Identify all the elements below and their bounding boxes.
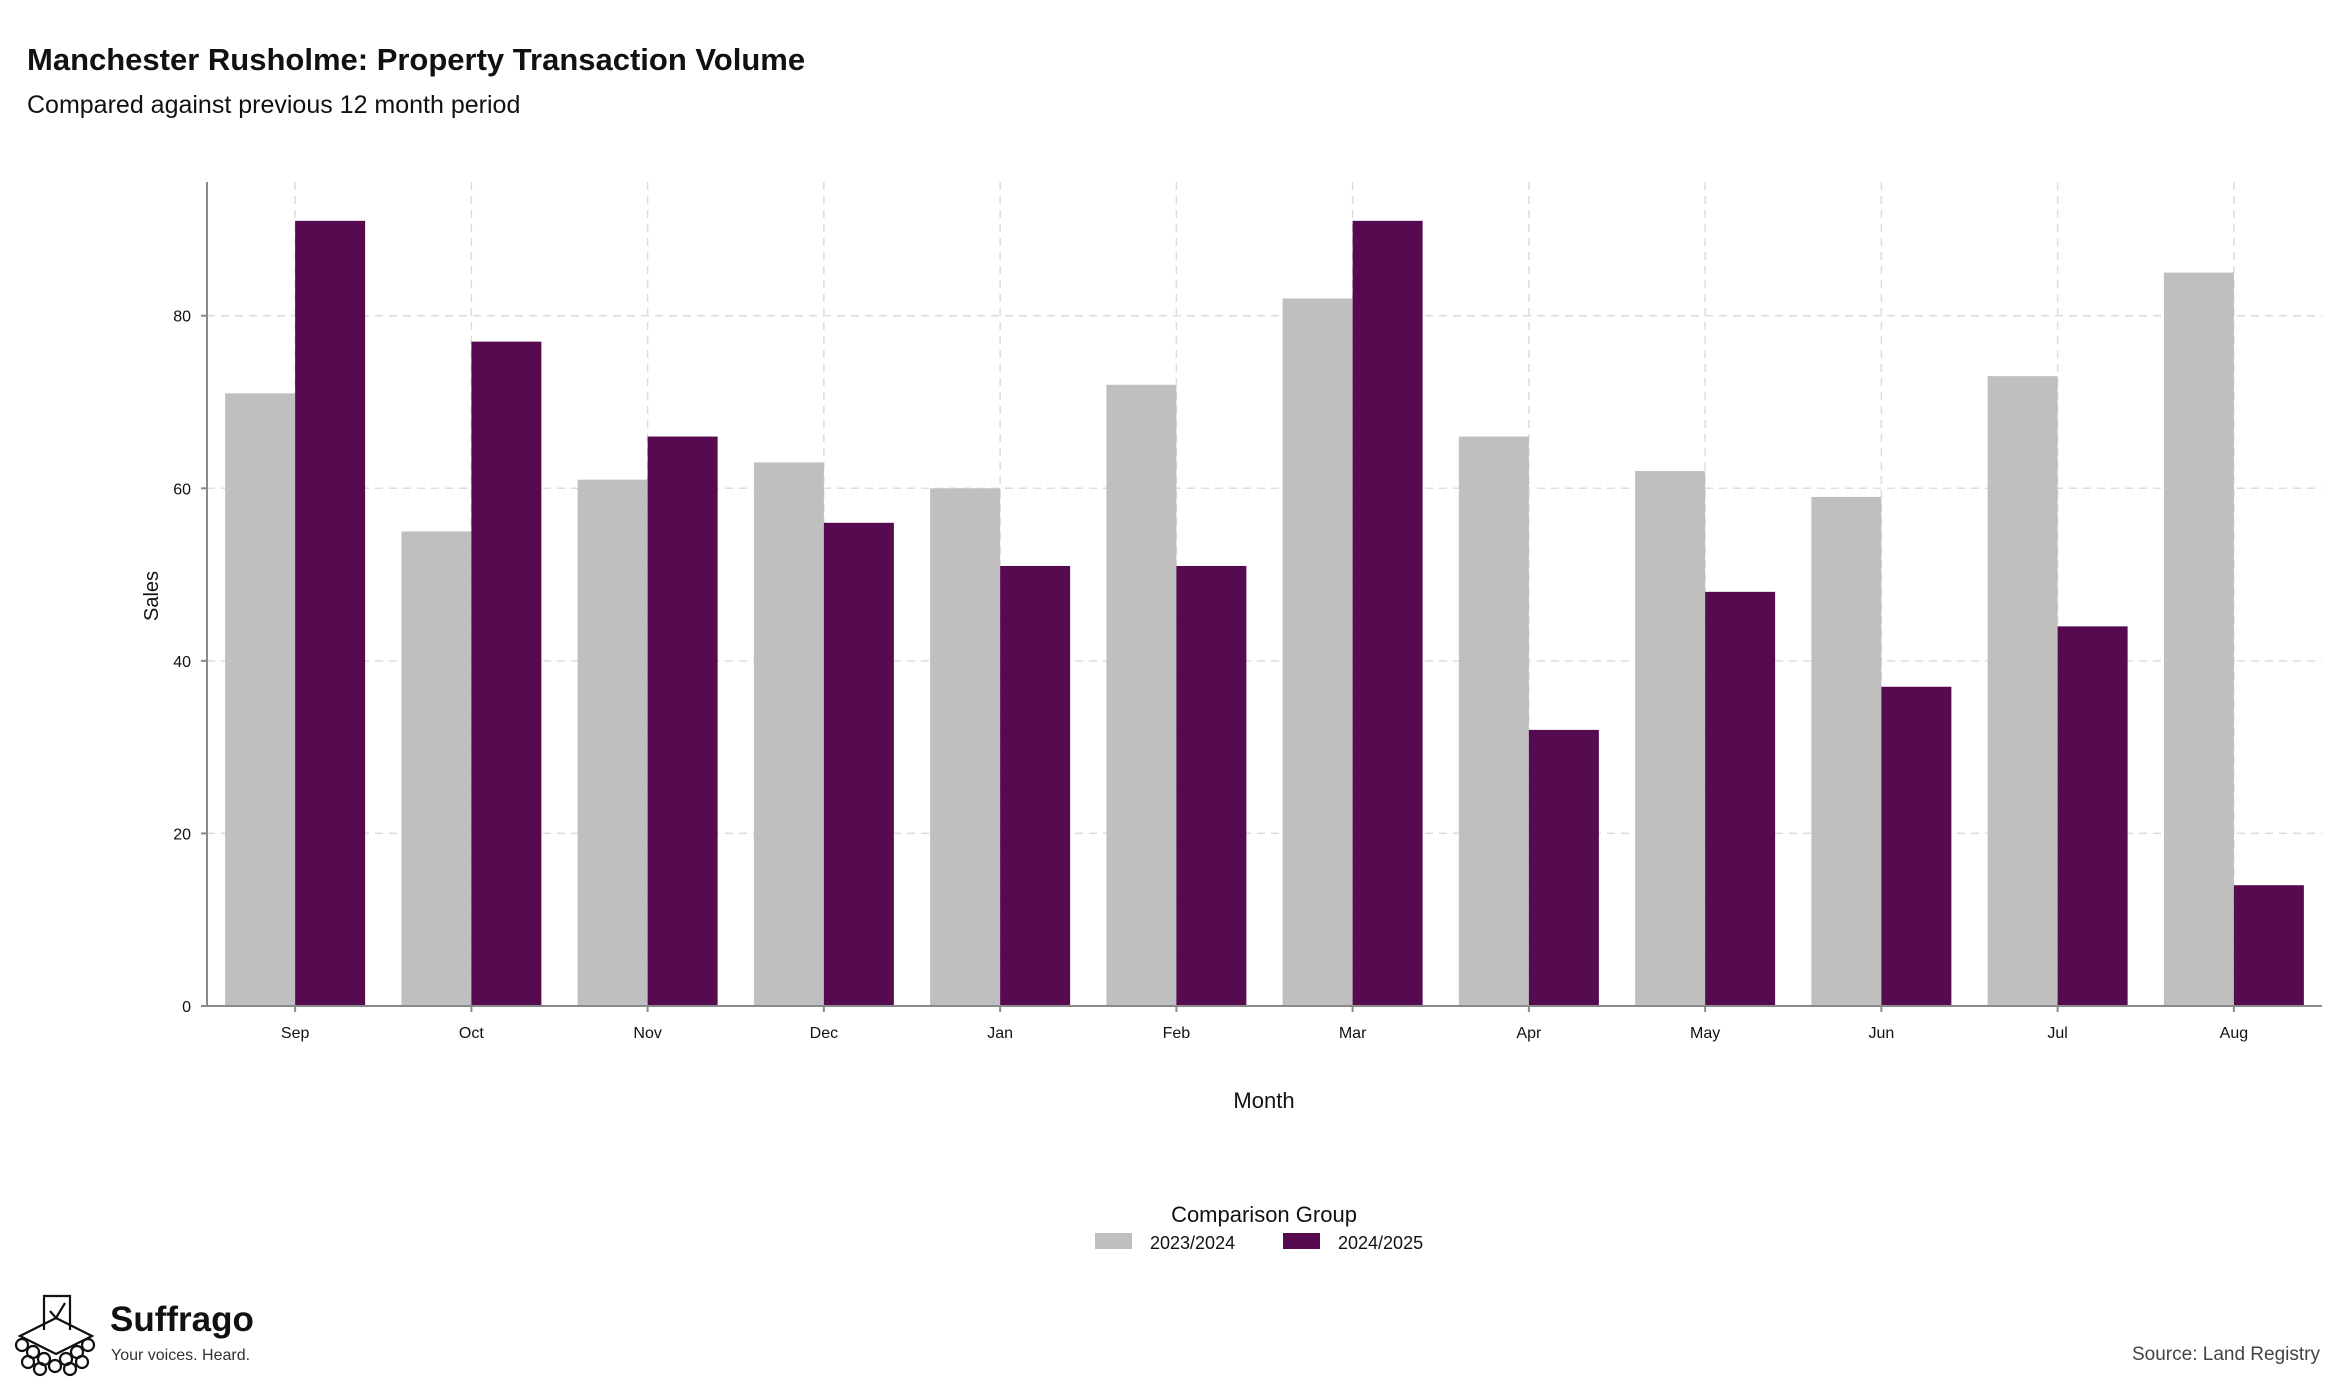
axes <box>206 182 2322 1007</box>
y-tick-label-60: 60 <box>173 481 191 498</box>
ballot-box-icon <box>14 1294 96 1377</box>
legend-swatch-2023-2024 <box>1095 1233 1132 1249</box>
bar-2023-2024-jun <box>1811 496 1882 1006</box>
y-tick-labels: 0 20 40 60 80 <box>173 309 207 1016</box>
bar-2024-2025-oct <box>471 341 542 1006</box>
bar-2023-2024-feb <box>1106 384 1177 1006</box>
x-tick-label-sep: Sep <box>281 1025 310 1042</box>
x-tick-label-jan: Jan <box>987 1025 1013 1042</box>
y-tick-label-20: 20 <box>173 826 191 843</box>
y-tick-label-80: 80 <box>173 309 191 326</box>
x-tick-label-jul: Jul <box>2047 1025 2067 1042</box>
bar-2024-2025-mar <box>1352 220 1423 1007</box>
chart-subtitle: Compared against previous 12 month perio… <box>27 91 520 119</box>
bar-2024-2025-nov <box>647 436 718 1006</box>
legend: Comparison Group 2023/2024 2024/2025 <box>1095 1202 1423 1253</box>
bar-2024-2025-may <box>1705 591 1776 1006</box>
legend-label-2024-2025: 2024/2025 <box>1338 1233 1423 1253</box>
brand-logo: Suffrago Your voices. Heard. <box>14 1294 254 1377</box>
x-tick-label-oct: Oct <box>459 1025 484 1042</box>
x-tick-label-nov: Nov <box>633 1025 661 1042</box>
bar-2023-2024-apr <box>1458 436 1529 1006</box>
bar-2024-2025-jul <box>2057 626 2128 1006</box>
bars <box>225 220 2304 1007</box>
x-tick-label-dec: Dec <box>810 1025 838 1042</box>
y-tick-label-0: 0 <box>182 999 191 1016</box>
bar-2024-2025-dec <box>823 522 894 1006</box>
legend-swatch-2024-2025 <box>1283 1233 1320 1249</box>
bar-2024-2025-apr <box>1528 729 1599 1006</box>
y-tick-label-40: 40 <box>173 654 191 671</box>
x-tick-label-feb: Feb <box>1163 1025 1191 1042</box>
bar-2023-2024-may <box>1635 471 1706 1006</box>
bar-2023-2024-nov <box>577 479 648 1006</box>
y-axis-title: Sales <box>141 571 163 621</box>
brand-name: Suffrago <box>110 1300 254 1339</box>
x-tick-label-mar: Mar <box>1339 1025 1367 1042</box>
bar-2023-2024-jan <box>930 488 1001 1006</box>
bar-2023-2024-mar <box>1282 298 1353 1006</box>
brand-tagline: Your voices. Heard. <box>111 1347 250 1364</box>
bar-2023-2024-oct <box>401 531 472 1006</box>
bar-2023-2024-aug <box>2163 272 2234 1006</box>
bar-2023-2024-sep <box>225 393 296 1006</box>
source-note: Source: Land Registry <box>2132 1344 2320 1365</box>
chart-title: Manchester Rusholme: Property Transactio… <box>27 42 805 77</box>
bar-2023-2024-dec <box>753 462 824 1007</box>
x-tick-label-apr: Apr <box>1516 1025 1542 1042</box>
x-tick-label-may: May <box>1690 1025 1720 1042</box>
bar-2024-2025-sep <box>295 220 366 1007</box>
bar-2024-2025-aug <box>2233 885 2304 1006</box>
x-tick-labels: Sep Oct Nov Dec Jan Feb Mar Apr May Jun Jul Aug <box>281 1006 2248 1042</box>
x-axis-title: Month <box>1233 1088 1294 1113</box>
legend-label-2023-2024: 2023/2024 <box>1150 1233 1235 1253</box>
bar-2023-2024-jul <box>1987 376 2058 1007</box>
bar-2024-2025-feb <box>1176 565 1247 1006</box>
bar-2024-2025-jan <box>1000 565 1071 1006</box>
x-tick-label-jun: Jun <box>1868 1025 1894 1042</box>
bar-2024-2025-jun <box>1881 686 1952 1006</box>
legend-title: Comparison Group <box>1171 1202 1357 1227</box>
x-tick-label-aug: Aug <box>2220 1025 2248 1042</box>
